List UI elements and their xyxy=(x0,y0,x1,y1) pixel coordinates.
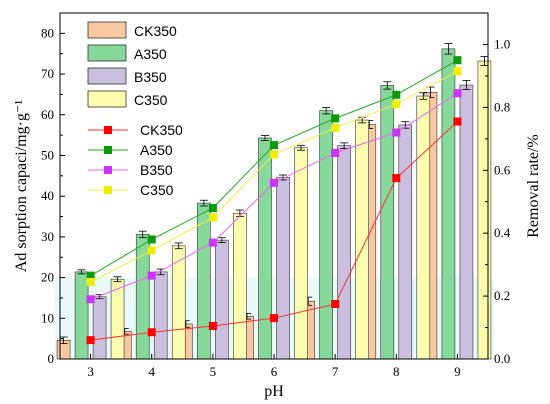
y2-axis-title: Removal rate/% xyxy=(525,134,542,238)
x-tick-label: 4 xyxy=(148,364,155,379)
y-tick-label: 10 xyxy=(41,310,54,325)
point-a350 xyxy=(147,235,156,244)
point-c350 xyxy=(208,213,217,222)
x-tick-label: 9 xyxy=(454,364,461,379)
bar-c350 xyxy=(416,95,431,360)
x-tick-label: 7 xyxy=(332,364,339,379)
y2-tick-label: 0.0 xyxy=(494,351,510,366)
legend-swatch-bar xyxy=(87,90,127,108)
bar-a350 xyxy=(380,85,395,360)
legend-swatch-marker xyxy=(104,186,112,194)
point-b350 xyxy=(392,128,401,137)
point-b350 xyxy=(453,89,462,98)
axes-layer: 0 10 20 30 40 50 60 70 80 0.0 0.2 0.4 0.6 0.8 1.0 3 4 5 6 7… xyxy=(41,12,511,379)
bar-a350 xyxy=(197,202,211,360)
legend-swatch-marker xyxy=(104,126,112,134)
bar-a350 xyxy=(319,110,333,360)
point-ck350 xyxy=(392,174,401,183)
point-b350 xyxy=(208,238,217,247)
point-a350 xyxy=(86,271,95,280)
point-c350 xyxy=(86,277,95,286)
point-ck350 xyxy=(208,321,217,330)
legend-label: C350 xyxy=(134,92,168,108)
point-a350 xyxy=(208,204,217,213)
bar-c350 xyxy=(477,60,492,360)
point-ck350 xyxy=(453,117,462,126)
legend-swatch-marker xyxy=(104,166,112,174)
x-tick-label: 8 xyxy=(393,364,400,379)
point-c350 xyxy=(147,246,156,255)
legend-swatch-marker xyxy=(104,146,112,154)
bar-c350 xyxy=(233,212,247,360)
legend-label: CK350 xyxy=(134,23,177,39)
y-tick-label: 40 xyxy=(41,188,54,203)
x-tick-label: 3 xyxy=(87,364,94,379)
y2-tick-label: 0.2 xyxy=(494,288,510,303)
y-tick-label: 80 xyxy=(41,25,54,40)
y-tick-label: 0 xyxy=(48,351,55,366)
bar-b350 xyxy=(398,124,413,360)
x-tick-label: 6 xyxy=(271,364,278,379)
point-b350 xyxy=(331,148,340,157)
bar-c350 xyxy=(294,147,308,360)
bar-b350 xyxy=(337,145,351,360)
y-tick-label: 50 xyxy=(41,147,54,162)
point-a350 xyxy=(331,114,340,123)
bar-b350 xyxy=(459,84,474,360)
y-tick-label: 60 xyxy=(41,107,54,122)
y-axis-title: Ad sorption capaci/mg·g⁻¹ xyxy=(13,100,30,273)
legend-swatch-bar xyxy=(87,21,127,39)
point-b350 xyxy=(147,271,156,280)
point-c350 xyxy=(270,150,278,159)
legend: CK350 A350 B350 C350 CK350 A350 B350 C350 xyxy=(87,21,183,198)
bar-b350 xyxy=(153,271,168,360)
bar-a350 xyxy=(441,48,456,360)
legend-label: A350 xyxy=(134,46,167,62)
point-ck350 xyxy=(86,336,95,345)
point-c350 xyxy=(392,100,401,109)
legend-label: CK350 xyxy=(140,122,183,138)
lines-layer xyxy=(86,56,462,345)
point-ck350 xyxy=(147,328,156,337)
y2-tick-label: 0.8 xyxy=(494,99,510,114)
y2-tick-label: 1.0 xyxy=(494,36,510,51)
legend-label: C350 xyxy=(140,182,174,198)
point-c350 xyxy=(453,67,462,76)
bar-c350 xyxy=(110,278,125,360)
legend-label: B350 xyxy=(134,69,167,85)
y-tick-label: 70 xyxy=(41,66,54,81)
bar-b350 xyxy=(92,296,107,360)
legend-label: B350 xyxy=(140,162,173,178)
point-a350 xyxy=(270,141,278,150)
y-tick-label: 20 xyxy=(41,270,54,285)
x-tick-label: 5 xyxy=(210,364,217,379)
legend-swatch-bar xyxy=(87,44,127,62)
y2-tick-label: 0.4 xyxy=(494,225,511,240)
bar-b350 xyxy=(276,177,290,360)
point-b350 xyxy=(86,295,95,304)
point-c350 xyxy=(331,123,340,132)
y2-tick-label: 0.6 xyxy=(494,162,511,177)
legend-swatch-bar xyxy=(87,67,127,85)
point-a350 xyxy=(453,56,462,65)
bar-c350 xyxy=(171,245,186,360)
point-ck350 xyxy=(331,299,340,308)
y-tick-label: 30 xyxy=(41,229,54,244)
point-b350 xyxy=(270,178,278,187)
bar-b350 xyxy=(215,239,229,360)
point-a350 xyxy=(392,90,401,99)
x-axis-title: pH xyxy=(264,383,284,400)
bar-a350 xyxy=(74,271,89,360)
legend-label: A350 xyxy=(140,142,173,158)
point-ck350 xyxy=(270,314,278,323)
bar-a350 xyxy=(258,137,272,360)
